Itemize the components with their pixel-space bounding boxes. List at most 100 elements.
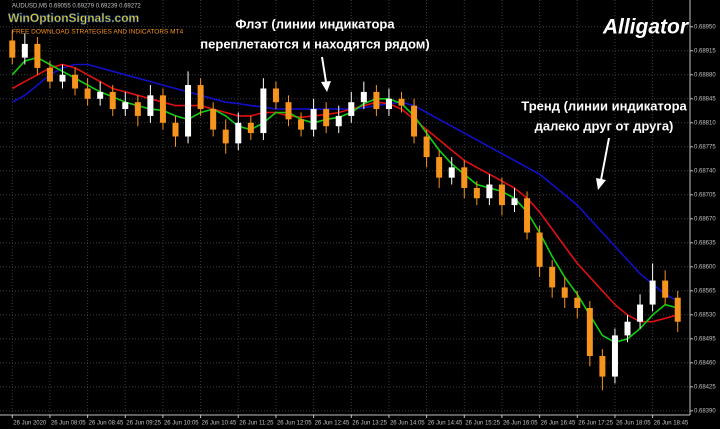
arrow-shaft — [321, 56, 327, 83]
candle-body — [360, 91, 367, 103]
annotation-line: переплетаются и находятся рядом) — [200, 36, 429, 51]
candle-body — [84, 88, 91, 99]
arrow-head — [596, 178, 606, 190]
candle-body — [498, 184, 505, 206]
candle-body — [511, 198, 518, 206]
y-tick-label: 0.68600 — [694, 264, 716, 270]
symbol-header: AUDUSD,M5 0.69055 0.69279 0.69239 0.6927… — [12, 4, 141, 10]
candle-body — [247, 122, 254, 134]
candle-body — [109, 91, 116, 110]
candle-body — [185, 85, 192, 137]
y-tick-label: 0.68705 — [694, 192, 716, 198]
y-tick-label: 0.68390 — [694, 408, 716, 414]
candle-body — [549, 266, 556, 288]
candle-body — [122, 102, 129, 110]
candle-body — [637, 304, 644, 322]
arrow — [321, 56, 331, 92]
candle-body — [72, 74, 79, 89]
candle-body — [411, 105, 418, 137]
y-tick-label: 0.68775 — [694, 144, 716, 150]
y-tick-label: 0.68880 — [694, 72, 716, 78]
x-tick-label: 26 Jun 17:25 — [578, 421, 613, 427]
arrow-shaft — [600, 137, 610, 181]
candle-body — [649, 280, 656, 305]
x-tick-label: 26 Jun 10:45 — [202, 421, 237, 427]
y-tick-label: 0.68530 — [694, 312, 716, 318]
y-tick-label: 0.68425 — [694, 384, 716, 390]
x-tick-label: 26 Jun 15:25 — [465, 421, 500, 427]
candle-body — [323, 109, 330, 127]
candle-body — [147, 95, 154, 116]
candle-body — [272, 88, 279, 103]
candle-body — [561, 287, 568, 298]
candle-body — [536, 232, 543, 267]
x-tick-label: 26 Jun 12:45 — [315, 421, 350, 427]
x-tick-label: 26 Jun 08:45 — [89, 421, 124, 427]
x-tick-label: 26 Jun 13:25 — [352, 421, 387, 427]
x-tick-label: 26 Jun 18:45 — [654, 421, 689, 427]
candle-body — [524, 198, 531, 233]
candle-body — [373, 91, 380, 110]
y-tick-label: 0.68810 — [694, 120, 716, 126]
candle-body — [348, 102, 355, 116]
candle-body — [335, 115, 342, 127]
x-tick-label: 26 Jun 18:05 — [616, 421, 651, 427]
x-tick-label: 26 Jun 10:05 — [164, 421, 199, 427]
annotation-line: далеко друг от друга) — [535, 118, 674, 133]
y-tick-label: 0.68740 — [694, 168, 716, 174]
candle-body — [385, 98, 392, 110]
candle-body — [674, 297, 681, 322]
watermark-tagline: FREE DOWNLOAD STRATEGIES AND INDICATORS … — [12, 29, 184, 36]
y-tick-label: 0.68915 — [694, 48, 716, 54]
y-tick-label: 0.68460 — [694, 360, 716, 366]
chart-title: Alligator — [602, 16, 690, 39]
candle-body — [473, 187, 480, 199]
candle-body — [611, 335, 618, 377]
candle-body — [285, 102, 292, 120]
y-tick-label: 0.68495 — [694, 336, 716, 342]
indicator-line — [11, 63, 679, 302]
candle-body — [21, 43, 28, 58]
candle-body — [134, 102, 141, 116]
y-tick-label: 0.68845 — [694, 96, 716, 102]
arrow — [596, 137, 610, 190]
candle-body — [210, 109, 217, 130]
candle-body — [486, 184, 493, 199]
candle-body — [461, 167, 468, 188]
candle-body — [298, 119, 305, 130]
candle-body — [197, 85, 204, 110]
candle-body — [599, 356, 606, 377]
candle-body — [436, 157, 443, 178]
candle-body — [34, 43, 41, 68]
y-tick-label: 0.68950 — [694, 24, 716, 30]
candle-body — [222, 129, 229, 144]
x-tick-label: 26 Jun 14:45 — [428, 421, 463, 427]
candle-body — [97, 91, 104, 99]
candle-body — [574, 297, 581, 308]
indicator-line — [11, 56, 678, 344]
annotation-line: Флэт (линии индикатора — [235, 16, 395, 31]
y-tick-label: 0.68635 — [694, 240, 716, 246]
candle-body — [235, 122, 242, 144]
candle-body — [310, 109, 317, 130]
x-tick-label: 26 Jun 2020 — [13, 421, 47, 427]
x-tick-label: 26 Jun 09:25 — [126, 421, 161, 427]
candle-body — [260, 88, 267, 134]
marks — [9, 30, 681, 391]
candle-body — [46, 67, 53, 82]
candle-body — [9, 40, 16, 58]
candle-body — [624, 321, 631, 336]
indicator-line — [11, 63, 678, 323]
x-tick-label: 26 Jun 16:45 — [541, 421, 576, 427]
watermark-site: WinOptionSignals.com — [8, 11, 139, 25]
candle-body — [172, 122, 179, 137]
candle-body — [586, 307, 593, 357]
x-tick-label: 26 Jun 11:25 — [239, 421, 274, 427]
arrow-head — [321, 81, 331, 92]
y-tick-label: 0.68565 — [694, 288, 716, 294]
candle-body — [398, 98, 405, 106]
candle-body — [59, 74, 66, 82]
x-tick-label: 26 Jun 12:05 — [277, 421, 312, 427]
y-tick-label: 0.68670 — [694, 216, 716, 222]
